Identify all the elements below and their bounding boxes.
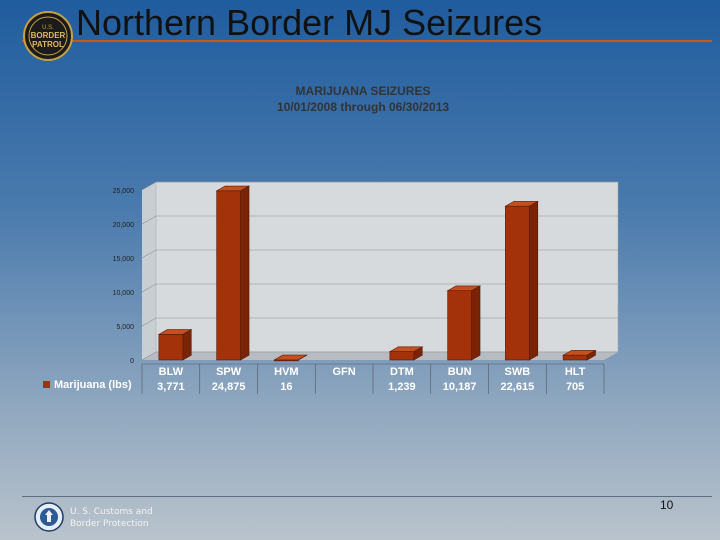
bar-front	[158, 334, 184, 361]
bar-side	[240, 185, 250, 361]
bar-bun	[446, 285, 482, 361]
y-tick-label: 0	[130, 358, 134, 365]
category-label: BLW	[159, 366, 184, 378]
bottom-rule	[22, 496, 712, 497]
bar-front	[216, 190, 241, 361]
data-label: 1,239	[388, 381, 416, 393]
y-tick-label: 25,000	[113, 188, 135, 195]
plot-side-wall	[142, 182, 156, 360]
y-tick-label: 10,000	[113, 290, 135, 297]
bar-side	[586, 349, 596, 361]
category-label: GFN	[333, 366, 356, 378]
bar-dtm	[388, 346, 424, 361]
legend-swatch	[43, 381, 50, 388]
bar-front	[447, 290, 472, 361]
y-tick-label: 5,000	[116, 324, 134, 331]
data-label: 705	[566, 381, 584, 393]
bar-side	[413, 346, 423, 361]
data-label: 10,187	[443, 381, 477, 393]
data-label: 3,771	[157, 381, 185, 393]
gridline	[141, 215, 618, 225]
gridline	[141, 181, 618, 191]
page-number: 10	[660, 498, 674, 512]
y-tick-label: 20,000	[113, 222, 135, 229]
chart-subtitle: 10/01/2008 through 06/30/2013	[277, 100, 449, 114]
data-label: 22,615	[501, 381, 535, 393]
bar-swb	[504, 200, 539, 361]
title-rule	[22, 40, 712, 42]
agency-line-1: U. S. Customs and	[70, 507, 153, 517]
svg-text:BORDER: BORDER	[31, 31, 66, 40]
agency-name: U. S. Customs and Border Protection	[70, 506, 153, 530]
bar-front	[389, 351, 415, 361]
border-patrol-badge-icon: U.S. BORDER PATROL	[23, 11, 73, 61]
bar-front	[562, 354, 588, 361]
category-label: HVM	[274, 366, 298, 378]
bar-hlt	[561, 349, 597, 361]
data-label: 24,875	[212, 381, 246, 393]
gridline	[141, 283, 618, 293]
category-label: SPW	[216, 366, 242, 378]
bar-side	[471, 285, 481, 361]
slide-title: Northern Border MJ Seizures	[76, 2, 543, 43]
bar-spw	[215, 185, 251, 361]
y-tick-label: 15,000	[113, 256, 135, 263]
svg-text:U.S.: U.S.	[42, 25, 54, 31]
gridline	[141, 249, 618, 259]
agency-line-2: Border Protection	[70, 519, 149, 529]
chart-title: MARIJUANA SEIZURES	[296, 84, 431, 98]
bar-side	[182, 329, 192, 361]
bar-blw	[157, 329, 193, 361]
plot-floor	[142, 352, 618, 360]
category-label: HLT	[565, 366, 586, 378]
bar-side	[298, 354, 308, 361]
category-label: SWB	[505, 366, 531, 378]
category-label: BUN	[448, 366, 472, 378]
dhs-seal-icon	[34, 502, 64, 532]
svg-text:PATROL: PATROL	[32, 40, 64, 49]
bar-hvm	[273, 354, 308, 362]
bar-side	[529, 200, 539, 361]
bar-front	[505, 205, 530, 361]
category-label: DTM	[390, 366, 414, 378]
data-label: 16	[280, 381, 292, 393]
legend-label: Marijuana (lbs)	[54, 379, 132, 391]
